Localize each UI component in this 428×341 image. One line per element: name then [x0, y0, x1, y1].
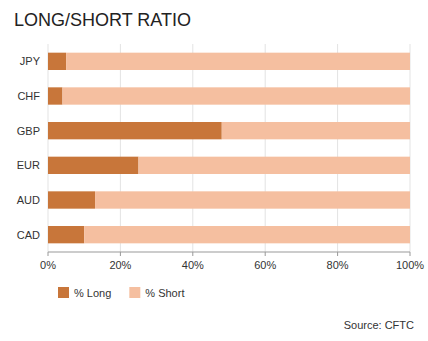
grid-line	[120, 44, 121, 252]
tick-mark	[265, 252, 266, 256]
tick-mark	[48, 252, 49, 256]
y-tick-label: CHF	[17, 90, 40, 102]
chart-container: LONG/SHORT RATIO 0% 20% 40% 60% 80% 100% JPY CHF…	[0, 0, 428, 341]
bar	[48, 157, 139, 174]
bar	[48, 87, 62, 104]
bars	[48, 53, 410, 244]
y-tick-label: AUD	[17, 194, 40, 206]
x-tick-label: 0%	[40, 259, 56, 271]
grid-line	[265, 44, 266, 252]
legend-label: % Short	[145, 287, 184, 299]
bar	[95, 191, 410, 208]
bar	[84, 226, 410, 243]
legend-swatch	[129, 287, 140, 298]
grid-line	[337, 44, 338, 252]
bar	[222, 122, 410, 139]
grid-line	[48, 44, 49, 252]
bar	[48, 226, 84, 243]
x-axis-line	[48, 252, 410, 253]
tick-mark	[120, 252, 121, 256]
grid-line	[410, 44, 411, 252]
chart: LONG/SHORT RATIO 0% 20% 40% 60% 80% 100% JPY CHF…	[0, 0, 428, 341]
bar	[48, 53, 66, 70]
x-tick-label: 80%	[327, 259, 349, 271]
legend-swatch	[58, 287, 69, 298]
tick-mark	[410, 252, 411, 256]
x-tick-label: 20%	[109, 259, 131, 271]
bar	[66, 53, 410, 70]
title: LONG/SHORT RATIO	[14, 10, 191, 30]
legend: % Long % Short	[58, 287, 184, 299]
background	[0, 0, 428, 341]
legend-label: % Long	[74, 287, 111, 299]
bar	[139, 157, 411, 174]
tick-mark	[337, 252, 338, 256]
y-tick-label: EUR	[17, 159, 40, 171]
bar	[62, 87, 410, 104]
grid	[48, 44, 410, 252]
x-tick-label: 40%	[182, 259, 204, 271]
grid-line	[192, 44, 193, 252]
bar	[48, 191, 95, 208]
x-tick-label: 60%	[254, 259, 276, 271]
tick-mark	[192, 252, 193, 256]
bar	[48, 122, 222, 139]
y-tick-label: GBP	[17, 125, 40, 137]
x-tick-label: 100%	[396, 259, 424, 271]
annotation: Source: CFTC	[344, 319, 414, 331]
y-tick-label: CAD	[17, 229, 40, 241]
y-tick-label: JPY	[20, 55, 41, 67]
